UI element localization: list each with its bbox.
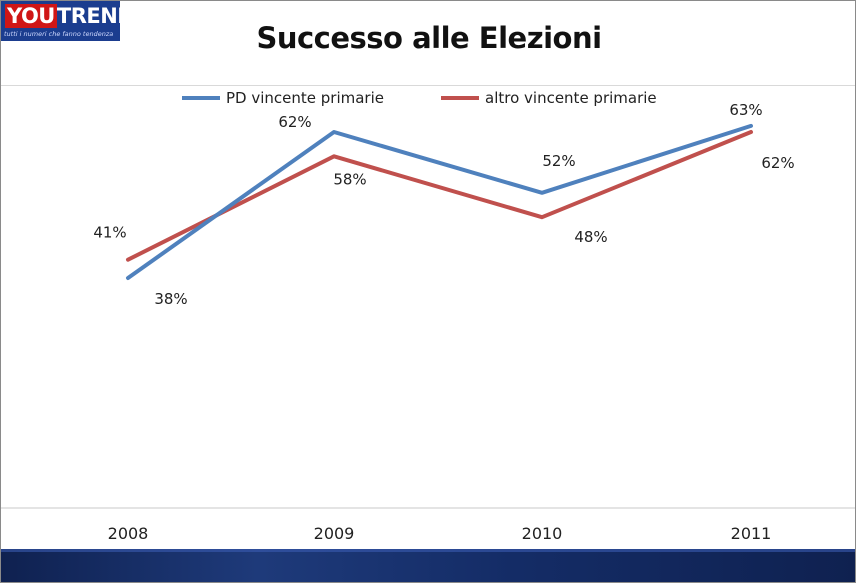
data-label-altro-2010: 48% xyxy=(574,228,607,246)
youtrend-logo: YOUTREND tutti i numeri che fanno tenden… xyxy=(1,1,135,41)
data-label-altro-2008: 41% xyxy=(93,224,126,242)
data-label-pd-2009: 62% xyxy=(278,113,311,131)
x-tick-label-2009: 2009 xyxy=(314,524,355,543)
data-label-pd-2008: 38% xyxy=(154,290,187,308)
plot-area-border xyxy=(1,85,855,86)
x-tick-label-2008: 2008 xyxy=(108,524,149,543)
data-label-altro-2009: 58% xyxy=(333,170,366,188)
legend-item-altro: altro vincente primarie xyxy=(441,89,657,107)
chart-legend: PD vincente primarie altro vincente prim… xyxy=(1,89,855,113)
series-line-altro xyxy=(126,130,753,262)
legend-swatch-altro xyxy=(441,96,479,100)
logo-trend: TREND xyxy=(56,4,135,28)
legend-swatch-pd xyxy=(182,96,220,100)
logo-you: YOU xyxy=(5,4,57,28)
legend-item-pd: PD vincente primarie xyxy=(182,89,384,107)
chart-title: Successo alle Elezioni xyxy=(256,21,602,55)
legend-label-pd: PD vincente primarie xyxy=(226,89,384,107)
data-label-pd-2011: 63% xyxy=(729,101,762,119)
data-label-altro-2011: 62% xyxy=(761,154,794,172)
x-tick-label-2011: 2011 xyxy=(731,524,772,543)
series-line-pd xyxy=(126,123,753,280)
legend-label-altro: altro vincente primarie xyxy=(485,89,657,107)
data-label-pd-2010: 52% xyxy=(542,152,575,170)
footer-band xyxy=(1,549,855,582)
footer-stripe xyxy=(1,549,855,552)
x-tick-label-2010: 2010 xyxy=(522,524,563,543)
logo-tagline: tutti i numeri che fanno tendenza xyxy=(4,30,114,38)
